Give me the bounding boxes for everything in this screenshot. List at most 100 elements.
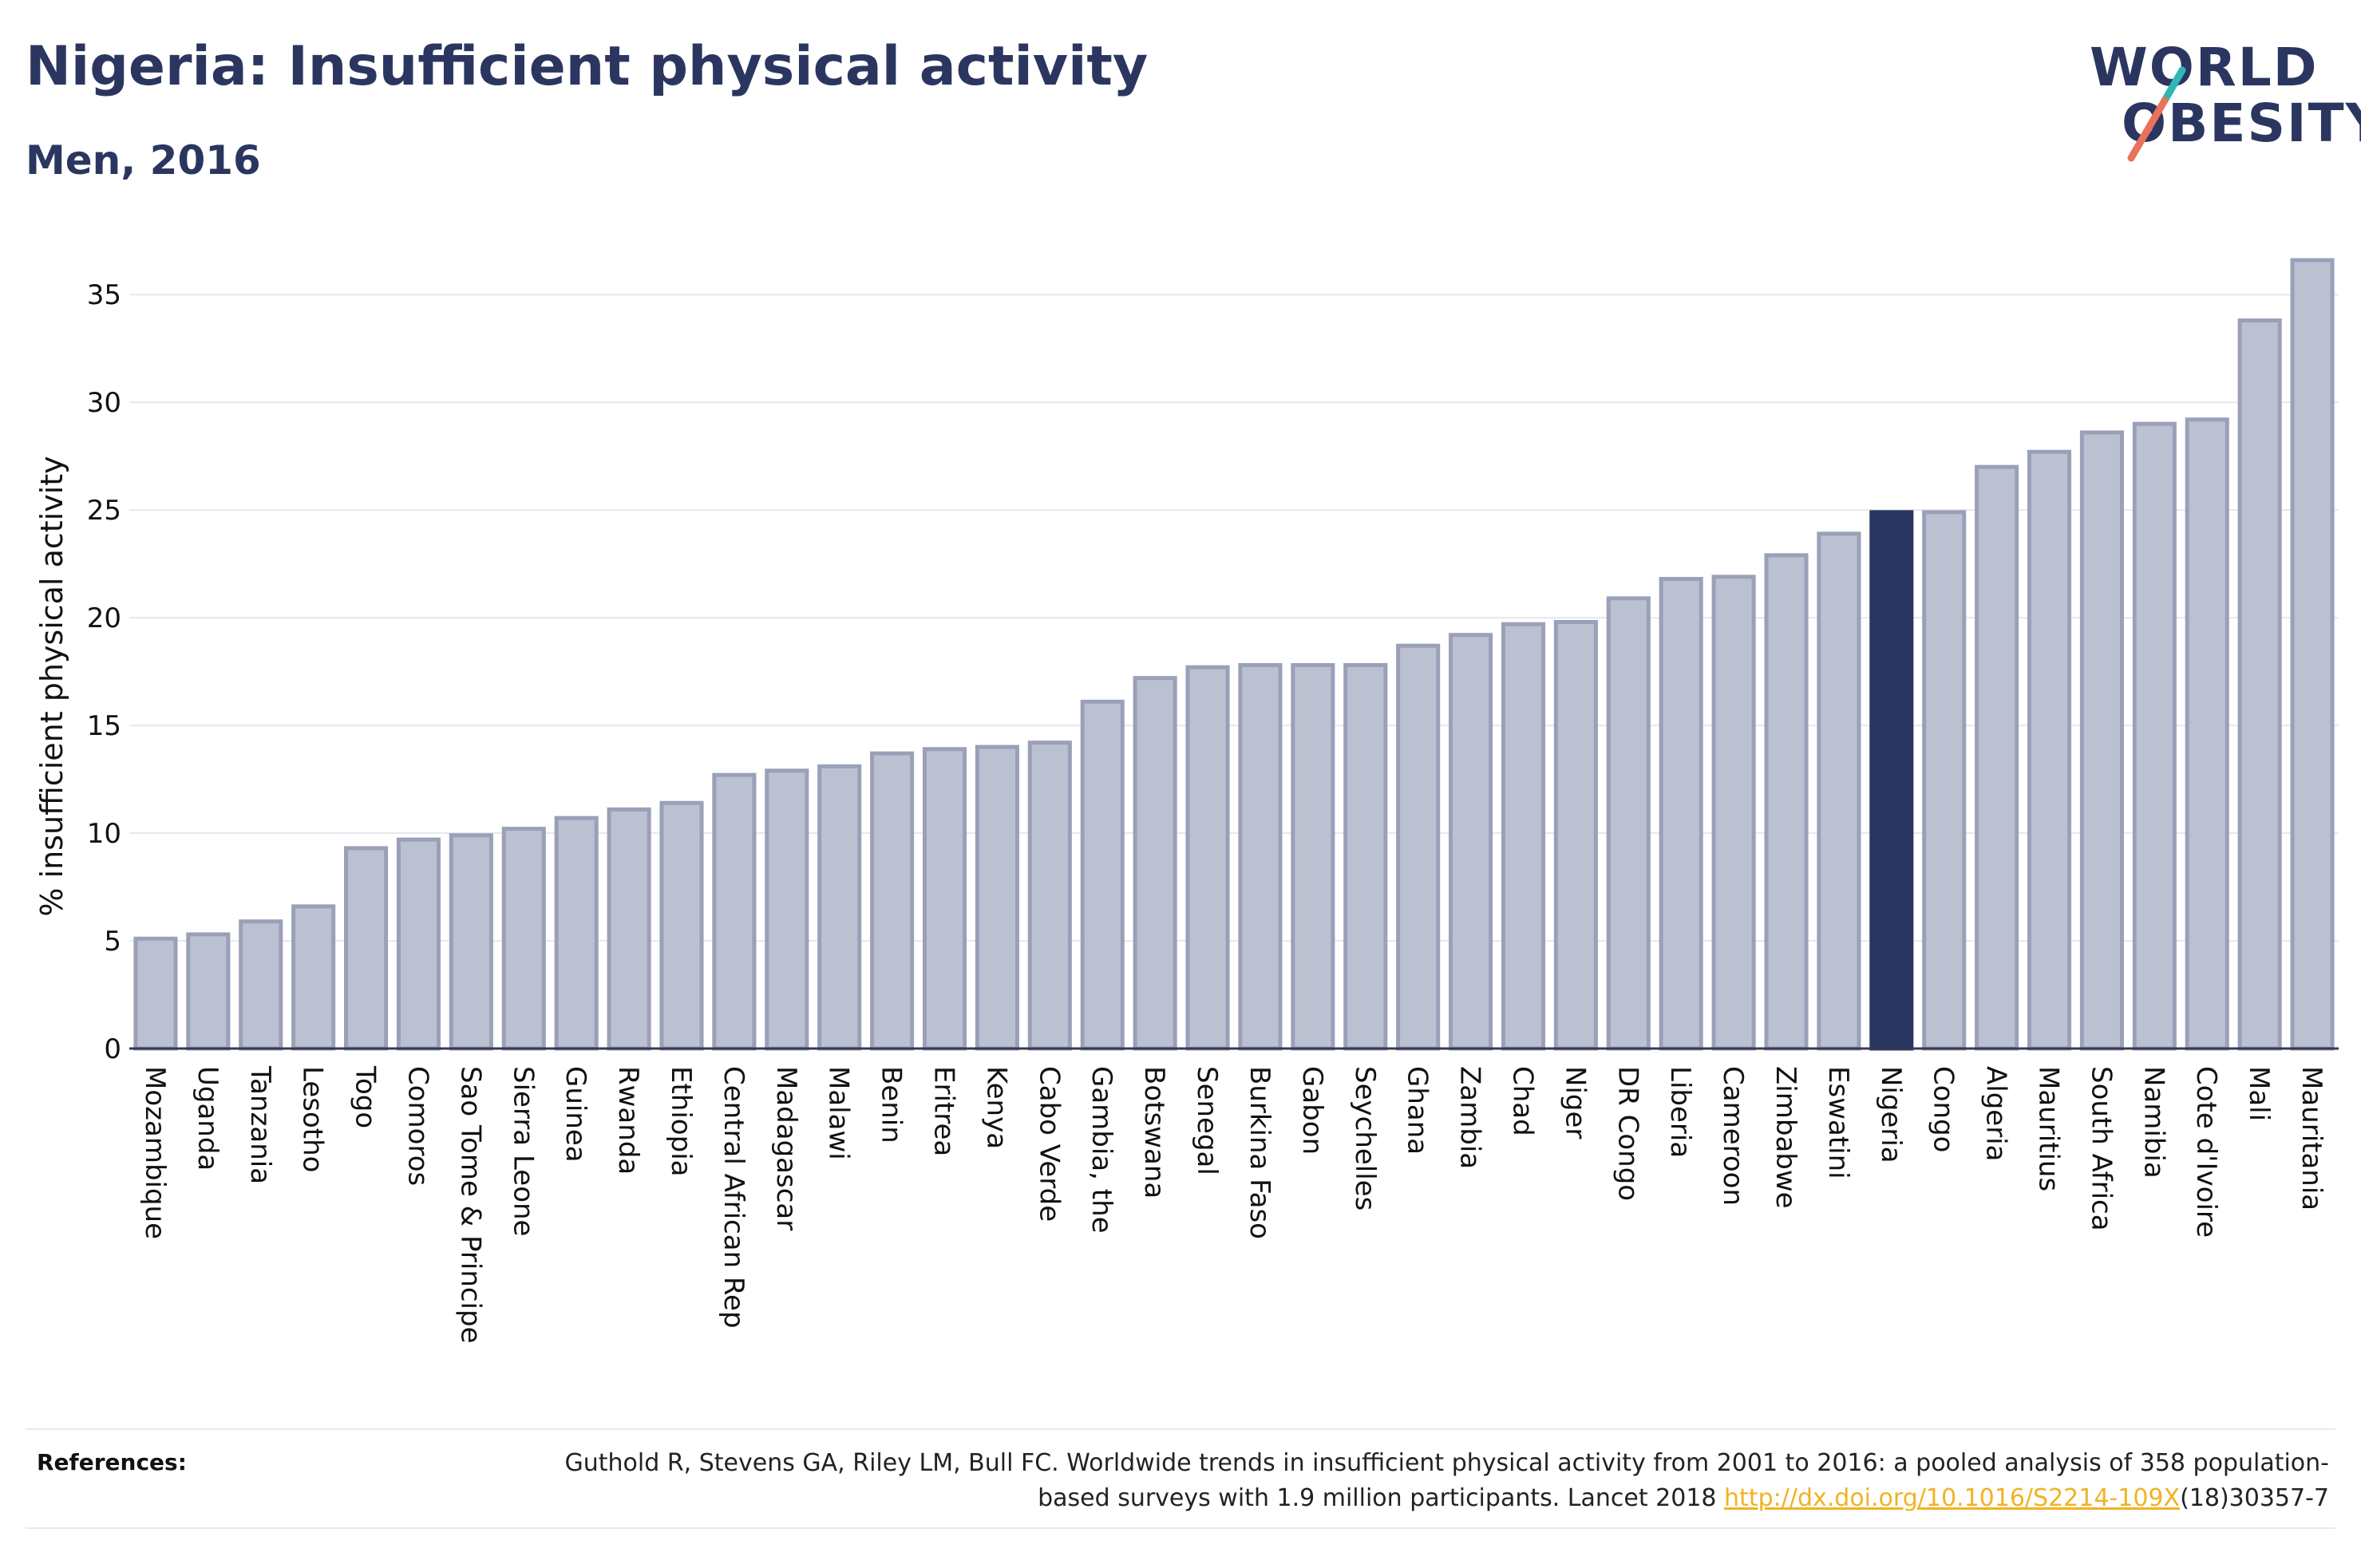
bar-mozambique	[133, 936, 178, 1051]
bar-senegal	[1185, 665, 1230, 1051]
bar-south-africa	[2079, 430, 2124, 1051]
x-tick-label: Cabo Verde	[1033, 1066, 1065, 1222]
y-tick-label: 0	[104, 1033, 121, 1065]
bar-mauritius	[2027, 449, 2072, 1051]
bar-chart: 0 5 10 15 20 25 30 35 % insufficient physical ac…	[34, 258, 2339, 1344]
x-tick-label: South Africa	[2085, 1066, 2117, 1231]
x-tick-label: Chad	[1506, 1066, 1538, 1136]
x-tick-label: Rwanda	[612, 1066, 644, 1175]
x-tick-label: Zimbabwe	[1770, 1066, 1801, 1209]
bar-cote-d-ivoire	[2185, 417, 2229, 1051]
x-tick-label: Malawi	[823, 1066, 855, 1160]
x-tick-label: Togo	[350, 1065, 382, 1128]
x-tick-label: Nigeria	[1875, 1066, 1907, 1163]
bar-zimbabwe	[1764, 553, 1809, 1051]
x-tick-label: Guinea	[560, 1066, 591, 1163]
bar-zambia	[1449, 633, 1493, 1051]
bar-comoros	[396, 837, 441, 1051]
bar-eswatini	[1817, 531, 1861, 1051]
bar-cabo-verde	[1027, 741, 1072, 1051]
x-tick-label: Comoros	[401, 1066, 433, 1186]
bar-central-african-rep	[712, 772, 757, 1051]
y-axis-label: % insufficient physical activity	[34, 456, 69, 916]
x-tick-label: Central African Rep	[718, 1066, 749, 1329]
bar-gabon	[1291, 662, 1335, 1051]
bar-dr-congo	[1606, 596, 1651, 1051]
references-doi-suffix: (18)30357-7	[2180, 1484, 2329, 1512]
bar-gambia-the	[1080, 699, 1125, 1051]
bar-cameroon	[1711, 575, 1756, 1051]
x-tick-label: Mali	[2243, 1066, 2275, 1121]
x-tick-label: Mauritius	[2033, 1066, 2065, 1191]
bar-malawi	[817, 764, 862, 1051]
x-tick-label: Cote d'Ivoire	[2190, 1066, 2222, 1238]
world-obesity-logo: WORLD OBESITY	[2075, 24, 2361, 176]
x-tick-label: Madagascar	[770, 1066, 802, 1230]
x-tick-label: Ghana	[1402, 1066, 1434, 1155]
x-tick-label: Kenya	[980, 1066, 1012, 1149]
references-divider-top	[26, 1428, 2335, 1430]
y-tick-label: 5	[104, 926, 121, 958]
references-label: References:	[37, 1449, 187, 1475]
x-tick-label: Mauritania	[2296, 1066, 2327, 1211]
x-tick-label: Tanzania	[244, 1065, 276, 1184]
x-tick-label: Gambia, the	[1086, 1066, 1117, 1234]
x-tick-label: Sao Tome & Principe	[454, 1066, 486, 1344]
bar-rwanda	[607, 807, 651, 1051]
bar-sao-tome-principe	[449, 833, 493, 1051]
bar-chad	[1501, 622, 1546, 1051]
x-tick-label: Zambia	[1454, 1066, 1486, 1169]
y-tick-label: 20	[87, 602, 121, 634]
bar-guinea	[554, 816, 599, 1051]
x-tick-label: Uganda	[192, 1066, 223, 1171]
x-tick-label: Namibia	[2138, 1066, 2169, 1179]
y-tick-label: 10	[87, 818, 121, 850]
x-tick-label: DR Congo	[1612, 1066, 1643, 1201]
bar-mauritania	[2290, 258, 2335, 1051]
x-tick-label: Liberia	[1664, 1066, 1696, 1158]
bar-ethiopia	[659, 800, 704, 1051]
x-tick-label: Cameroon	[1717, 1066, 1749, 1206]
bar-seychelles	[1343, 662, 1388, 1051]
logo-slash-icon	[2127, 66, 2186, 162]
x-tick-label: Seychelles	[1349, 1066, 1381, 1211]
bar-eritrea	[922, 747, 967, 1051]
bar-tanzania	[239, 919, 283, 1051]
y-tick-label: 30	[87, 387, 121, 419]
x-tick-label: Congo	[1928, 1066, 1960, 1152]
x-tick-label: Gabon	[1296, 1066, 1328, 1155]
x-tick-label: Algeria	[1980, 1066, 2012, 1161]
references-doi-link[interactable]: http://dx.doi.org/10.1016/S2214-109X	[1724, 1484, 2181, 1512]
bar-namibia	[2132, 421, 2177, 1051]
bar-uganda	[186, 932, 231, 1051]
y-tick-label: 35	[87, 279, 121, 311]
bar-congo	[1922, 510, 1967, 1051]
x-tick-label: Botswana	[1138, 1066, 1170, 1199]
x-tick-label: Lesotho	[297, 1066, 329, 1172]
x-tick-label: Burkina Faso	[1244, 1066, 1275, 1239]
bar-lesotho	[291, 904, 336, 1051]
bar-mali	[2237, 318, 2282, 1051]
x-tick-label: Benin	[876, 1066, 908, 1143]
bar-togo	[344, 846, 389, 1051]
bar-ghana	[1396, 643, 1441, 1051]
x-tick-label: Sierra Leone	[507, 1066, 539, 1236]
y-tick-label: 25	[87, 495, 121, 527]
references-divider-bottom	[26, 1527, 2335, 1529]
page-subtitle: Men, 2016	[26, 137, 261, 184]
y-tick-label: 15	[87, 710, 121, 742]
references-citation: Guthold R, Stevens GA, Riley LM, Bull FC…	[564, 1449, 2329, 1512]
bar-burkina-faso	[1238, 662, 1283, 1051]
bar-madagascar	[765, 768, 809, 1051]
references-text: Guthold R, Stevens GA, Riley LM, Bull FC…	[493, 1446, 2329, 1516]
x-tick-label: Senegal	[1191, 1066, 1223, 1175]
bar-niger	[1553, 620, 1598, 1051]
bar-sierra-leone	[501, 827, 546, 1051]
x-tick-label: Eswatini	[1822, 1066, 1854, 1179]
x-tick-label: Eritrea	[928, 1066, 960, 1156]
bar-liberia	[1659, 577, 1703, 1051]
x-tick-label: Ethiopia	[665, 1066, 697, 1176]
bar-nigeria	[1869, 510, 1914, 1051]
bar-botswana	[1133, 676, 1177, 1051]
logo-line-1: WORLD	[2090, 37, 2319, 98]
